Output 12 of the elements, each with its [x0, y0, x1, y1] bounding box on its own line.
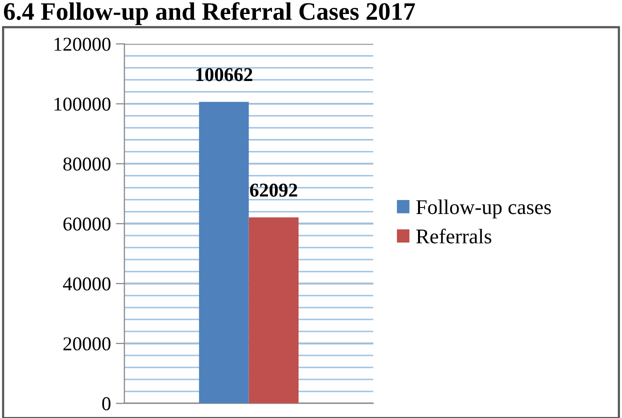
legend-label: Follow-up cases [416, 200, 551, 218]
y-tick-label: 20000 [63, 337, 110, 350]
chart-title: 6.4 Follow-up and Referral Cases 2017 [4, 2, 415, 26]
y-tick-label: 0 [102, 397, 110, 410]
y-tick-label: 40000 [62, 277, 110, 290]
y-tick-label: 120000 [54, 38, 110, 51]
y-tick-label: 60000 [63, 217, 110, 231]
data-label: 100662 [196, 68, 252, 82]
data-label: 62092 [250, 184, 298, 197]
y-tick-label: 100000 [54, 98, 110, 111]
legend-label: Referrals [416, 228, 492, 244]
y-tick-label: 80000 [63, 158, 110, 171]
